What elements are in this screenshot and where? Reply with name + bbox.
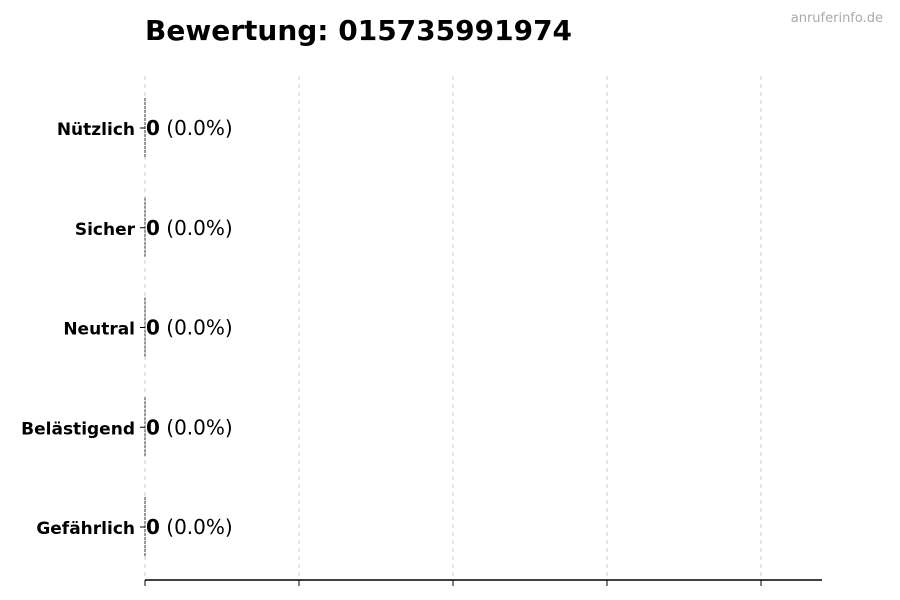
data-label: 0 (0.0%): [146, 515, 233, 539]
category-label: Neutral: [63, 320, 135, 340]
percent-label: (0.0%): [160, 116, 233, 140]
bars: Nützlich 0 (0.0%) Sicher 0 (0.0%) Neutral 0 (…: [21, 98, 233, 557]
percent-label: (0.0%): [160, 316, 233, 340]
watermark: anruferinfo.de: [791, 11, 883, 26]
category-label: Nützlich: [57, 120, 135, 140]
count-label: 0: [146, 415, 160, 439]
category-label: Belästigend: [21, 419, 135, 439]
category-label: Sicher: [75, 220, 136, 240]
count-label: 0: [146, 216, 160, 240]
percent-label: (0.0%): [160, 216, 233, 240]
percent-label: (0.0%): [160, 515, 233, 539]
data-label: 0 (0.0%): [146, 116, 233, 140]
count-label: 0: [146, 515, 160, 539]
chart-title: Bewertung: 015735991974: [145, 14, 572, 47]
count-label: 0: [146, 116, 160, 140]
data-label: 0 (0.0%): [146, 415, 233, 439]
data-label: 0 (0.0%): [146, 316, 233, 340]
data-label: 0 (0.0%): [146, 216, 233, 240]
grid: [144, 76, 762, 586]
percent-label: (0.0%): [160, 415, 233, 439]
category-label: Gefährlich: [36, 519, 135, 539]
count-label: 0: [146, 316, 160, 340]
